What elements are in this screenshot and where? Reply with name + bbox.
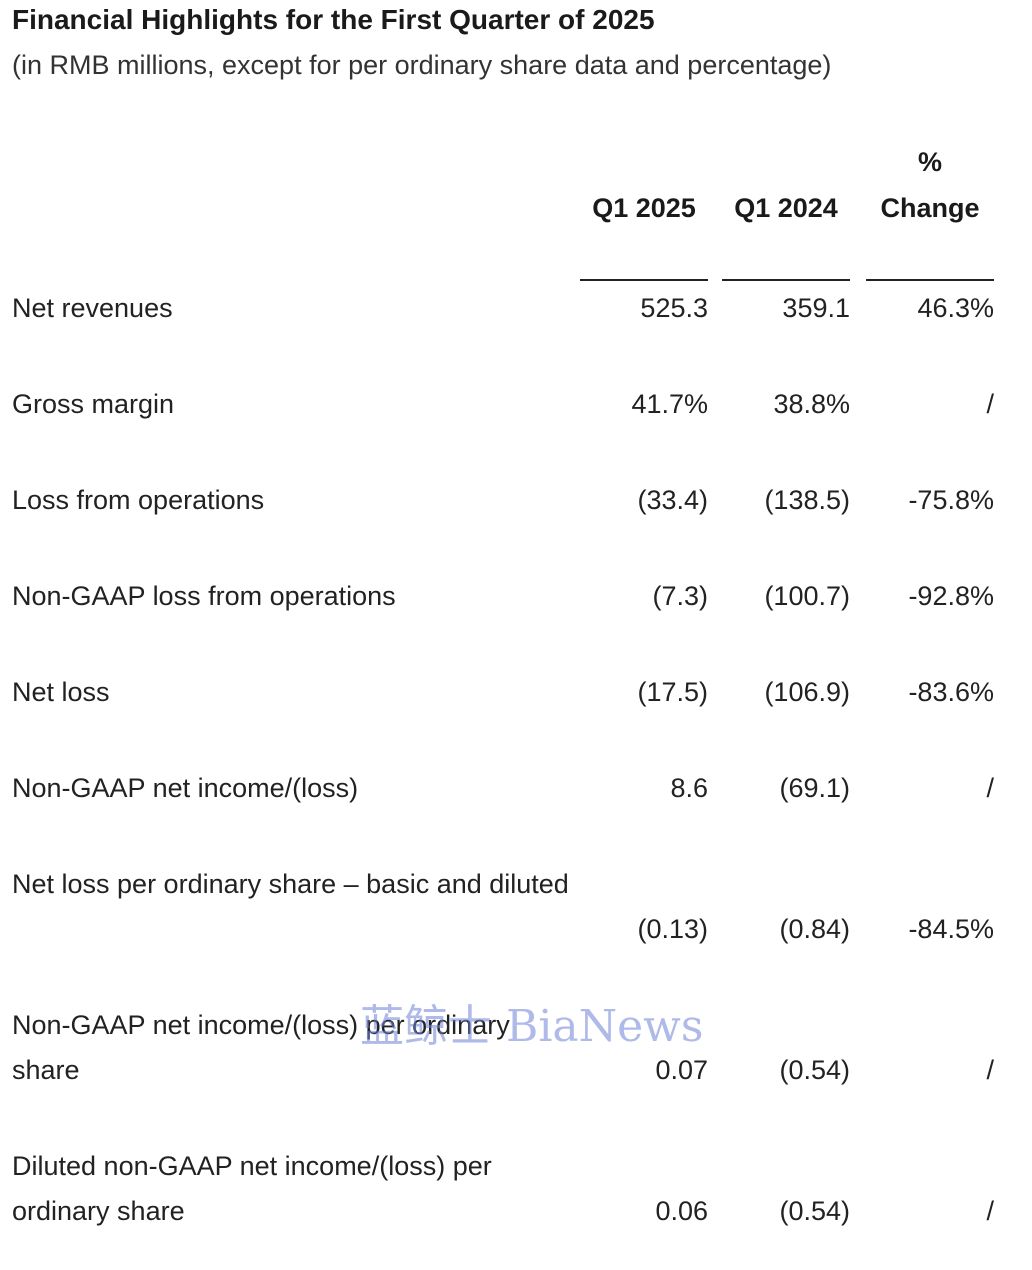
value-q1-2025: 0.07: [655, 1055, 708, 1085]
value-change: -83.6%: [908, 677, 994, 707]
column-rule-q1-2024: [722, 279, 850, 281]
value-q1-2025: 8.6: [670, 773, 708, 803]
value-q1-2024: (69.1): [779, 773, 850, 803]
page-subtitle: (in RMB millions, except for per ordinar…: [12, 50, 832, 80]
value-q1-2025: (7.3): [652, 581, 708, 611]
page-title: Financial Highlights for the First Quart…: [12, 4, 655, 35]
value-q1-2025: (33.4): [637, 485, 708, 515]
row-label: Non-GAAP net income/(loss) per ordinary …: [12, 1010, 510, 1085]
row-label: Loss from operations: [12, 485, 265, 515]
value-q1-2025: 525.3: [640, 293, 708, 323]
column-header-q1-2025: Q1 2025: [592, 193, 696, 223]
column-rule-q1-2025: [580, 279, 708, 281]
value-change: 46.3%: [917, 293, 994, 323]
value-q1-2024: (0.84): [779, 914, 850, 944]
value-q1-2024: (106.9): [764, 677, 850, 707]
row-label: Non-GAAP net income/(loss): [12, 773, 359, 803]
value-q1-2025: 41.7%: [631, 389, 708, 419]
value-q1-2024: (0.54): [779, 1055, 850, 1085]
column-header-change: Change: [880, 193, 980, 223]
value-q1-2024: (138.5): [764, 485, 850, 515]
row-label: Net revenues: [12, 293, 173, 323]
column-rule-change: [866, 279, 994, 281]
value-change: /: [986, 773, 994, 803]
row-label: Gross margin: [12, 389, 175, 419]
value-change: /: [986, 389, 994, 419]
value-q1-2025: (0.13): [637, 914, 708, 944]
value-change: -75.8%: [908, 485, 994, 515]
value-q1-2025: (17.5): [637, 677, 708, 707]
value-q1-2024: 359.1: [782, 293, 850, 323]
value-change: /: [986, 1196, 994, 1226]
row-label: Net loss: [12, 677, 110, 707]
column-header-q1-2024: Q1 2024: [734, 193, 838, 223]
row-label: Diluted non-GAAP net income/(loss) per o…: [12, 1151, 492, 1226]
value-change: -84.5%: [908, 914, 994, 944]
value-q1-2024: 38.8%: [773, 389, 850, 419]
value-q1-2024: (100.7): [764, 581, 850, 611]
value-q1-2025: 0.06: [655, 1196, 708, 1226]
value-change: -92.8%: [908, 581, 994, 611]
column-header-change-symbol: %: [917, 147, 942, 177]
value-q1-2024: (0.54): [779, 1196, 850, 1226]
row-label: Net loss per ordinary share – basic and …: [12, 869, 569, 899]
value-change: /: [986, 1055, 994, 1085]
row-label: Non-GAAP loss from operations: [12, 581, 396, 611]
